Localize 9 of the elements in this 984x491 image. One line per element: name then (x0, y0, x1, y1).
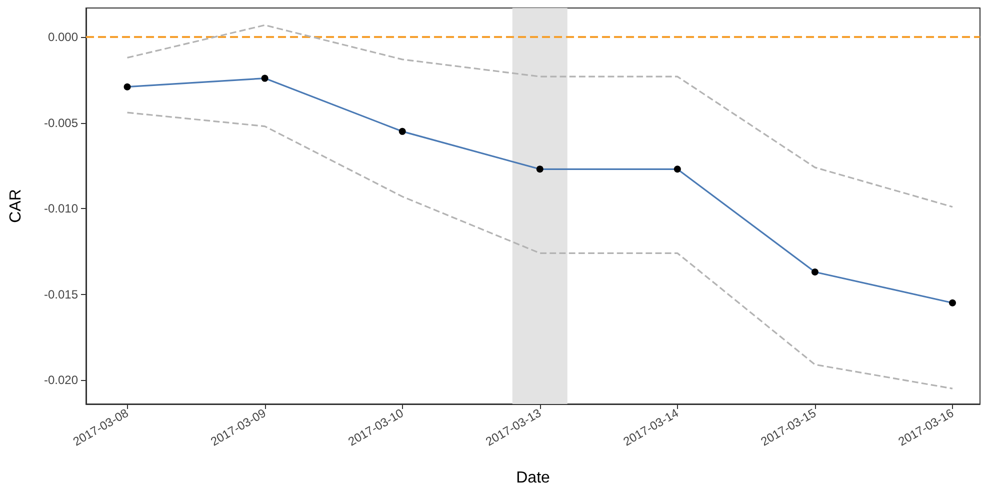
y-tick-label: -0.015 (44, 287, 78, 302)
line-series (126, 112, 954, 390)
y-axis-title: CAR (8, 189, 24, 223)
line-series (126, 24, 954, 208)
y-tick-label: -0.005 (44, 116, 78, 130)
y-tick-label: -0.010 (44, 202, 78, 216)
x-axis-title: Date (516, 470, 550, 486)
y-tick-label: 0.000 (48, 30, 78, 44)
y-tick-label: -0.020 (44, 373, 78, 387)
